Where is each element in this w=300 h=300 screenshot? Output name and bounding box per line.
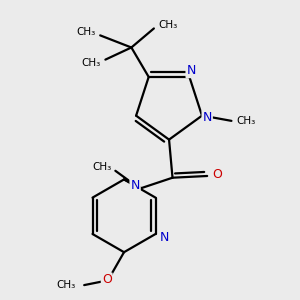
Text: CH₃: CH₃ [56, 280, 76, 290]
Text: CH₃: CH₃ [92, 162, 111, 172]
Text: N: N [130, 179, 140, 192]
Text: CH₃: CH₃ [76, 27, 95, 37]
Text: N: N [187, 64, 196, 77]
Text: CH₃: CH₃ [81, 58, 101, 68]
Text: O: O [212, 168, 222, 181]
Text: CH₃: CH₃ [236, 116, 256, 126]
Text: O: O [102, 273, 112, 286]
Text: CH₃: CH₃ [159, 20, 178, 30]
Text: N: N [160, 231, 169, 244]
Text: N: N [202, 111, 212, 124]
